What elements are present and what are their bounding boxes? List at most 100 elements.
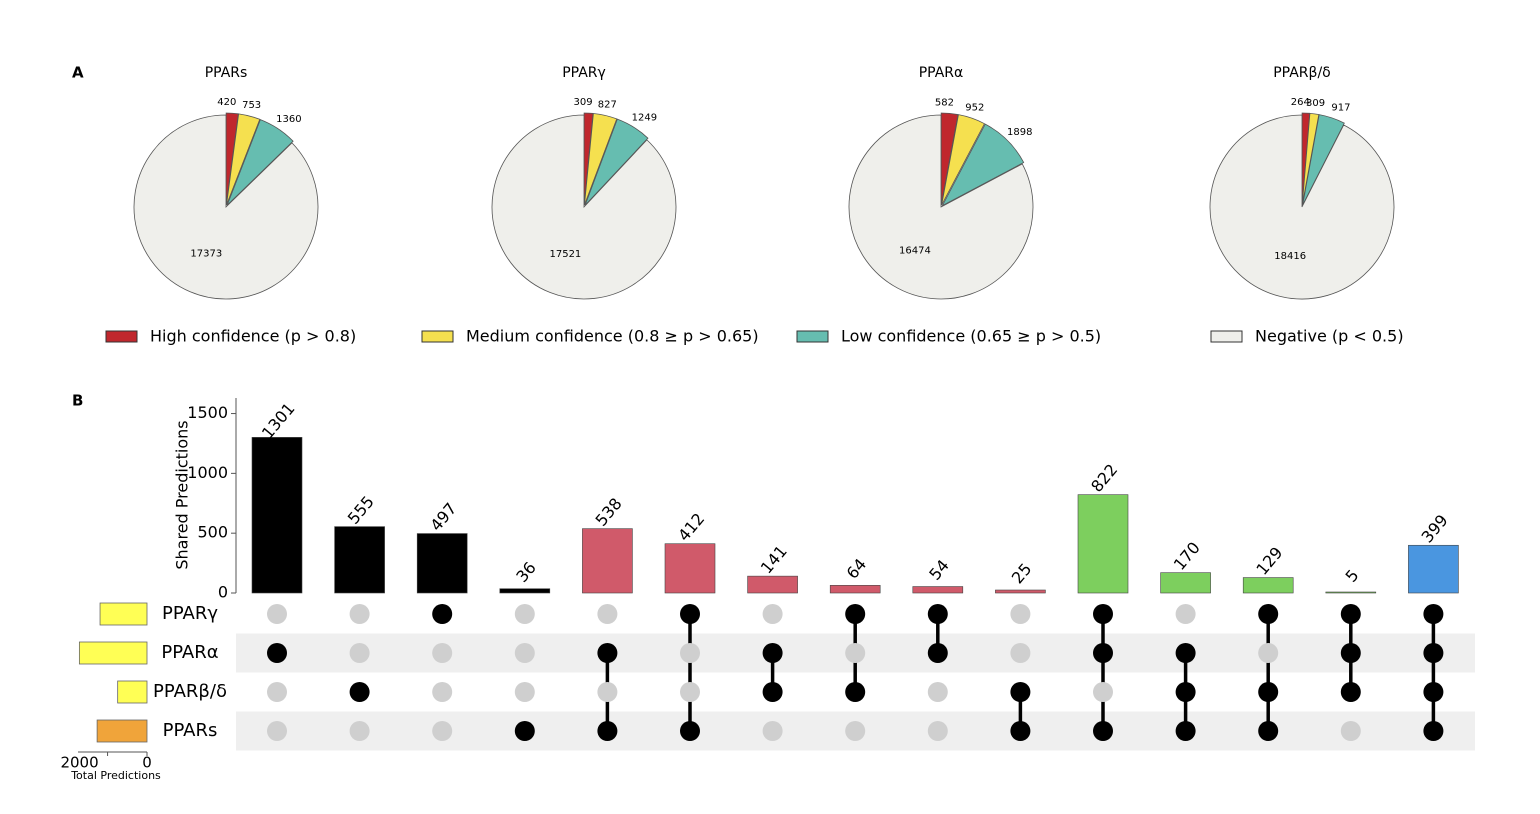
- pie-value-label: 1898: [1007, 127, 1032, 138]
- bar-value-label: 555: [344, 492, 378, 528]
- pie-title: PPARα: [919, 65, 964, 81]
- pie-value-label: 17521: [549, 249, 581, 260]
- pie-value-label: 309: [1306, 98, 1325, 109]
- set-dot-empty: [762, 721, 783, 741]
- set-dot-empty: [432, 682, 453, 702]
- set-dot-filled: [1175, 721, 1196, 741]
- bar-value-label: 54: [925, 556, 953, 584]
- bar: [1077, 494, 1129, 594]
- set-dot-filled: [1423, 721, 1444, 741]
- set-dot-empty: [349, 643, 370, 663]
- set-dot-filled: [1258, 721, 1279, 741]
- pie-value-label: 17373: [190, 249, 222, 260]
- panel-label: A: [72, 64, 84, 82]
- set-dot-filled: [597, 721, 618, 741]
- bar-value-label: 412: [674, 509, 708, 545]
- pie-title: PPARβ/δ: [1273, 65, 1331, 81]
- legend-swatch: [105, 330, 138, 343]
- set-dot-empty: [349, 721, 370, 741]
- set-axis-tick-label: 2000: [60, 754, 98, 772]
- set-dot-empty: [845, 643, 866, 663]
- bar: [416, 533, 468, 594]
- panel-label: B: [72, 392, 83, 410]
- set-dot-empty: [927, 721, 948, 741]
- pie-wedge: [226, 119, 294, 206]
- bar-value-label: 399: [1418, 511, 1452, 547]
- set-axis-tick-label: 0: [142, 754, 152, 772]
- bar-value-label: 25: [1008, 559, 1036, 587]
- pie-wedge: [1209, 114, 1395, 300]
- set-dot-filled: [1175, 682, 1196, 702]
- set-size-bar: [96, 719, 148, 743]
- set-size-bar: [78, 641, 148, 665]
- set-dot-empty: [1258, 643, 1279, 663]
- set-dot-empty: [514, 682, 535, 702]
- set-dot-filled: [597, 643, 618, 663]
- bar-value-label: 129: [1252, 543, 1286, 579]
- set-dot-filled: [1010, 721, 1031, 741]
- y-axis-label: Shared Predictions: [173, 420, 192, 569]
- legend-swatch: [1210, 330, 1243, 343]
- set-dot-filled: [267, 643, 287, 663]
- set-dot-filled: [514, 721, 535, 741]
- set-dot-filled: [1340, 643, 1361, 663]
- set-dot-empty: [597, 682, 618, 702]
- set-dot-filled: [927, 643, 948, 663]
- set-name: PPARβ/δ: [153, 681, 227, 702]
- pie-wedge: [848, 114, 1034, 300]
- pie-value-label: 827: [598, 100, 617, 111]
- y-tick-label: 1000: [187, 463, 228, 482]
- bar: [1408, 544, 1459, 594]
- set-dot-filled: [1423, 604, 1444, 624]
- pie-value-label: 18416: [1274, 251, 1306, 262]
- set-dot-filled: [762, 643, 783, 663]
- bar: [1242, 577, 1294, 594]
- bar-value-label: 141: [757, 542, 791, 578]
- pie-wedge: [584, 118, 649, 206]
- bar-value-label: 497: [426, 499, 460, 535]
- pie-value-label: 582: [935, 97, 954, 108]
- bar: [1160, 572, 1211, 594]
- legend-label: Low confidence (0.65 ≥ p > 0.5): [841, 327, 1101, 346]
- set-dot-filled: [1423, 643, 1444, 663]
- set-name: PPARγ: [162, 603, 218, 624]
- set-dot-filled: [1010, 682, 1031, 702]
- set-dot-empty: [762, 604, 783, 624]
- pie-value-label: 753: [242, 100, 261, 111]
- bar: [912, 586, 964, 594]
- set-dot-empty: [680, 643, 700, 663]
- set-dot-filled: [349, 682, 370, 702]
- set-dot-filled: [1340, 682, 1361, 702]
- pie-wedge: [226, 113, 261, 206]
- pie-value-label: 420: [217, 97, 236, 108]
- bar-value-label: 170: [1170, 538, 1204, 574]
- pie-wedge: [941, 123, 1025, 207]
- set-dot-empty: [514, 643, 535, 663]
- set-dot-empty: [432, 643, 453, 663]
- legend-swatch: [796, 330, 829, 343]
- set-dot-empty: [845, 721, 866, 741]
- bar-value-label: 36: [512, 558, 540, 586]
- pie-value-label: 952: [965, 103, 984, 114]
- bar: [251, 437, 303, 594]
- set-dot-empty: [514, 604, 535, 624]
- bar-value-label: 5: [1341, 566, 1362, 586]
- bar-value-label: 64: [843, 555, 871, 583]
- set-dot-filled: [762, 682, 783, 702]
- set-size-bar: [117, 680, 148, 704]
- bar: [747, 575, 798, 594]
- pie-value-label: 1360: [276, 114, 301, 125]
- legend-label: Medium confidence (0.8 ≥ p > 0.65): [466, 327, 759, 346]
- legend-label: High confidence (p > 0.8): [150, 327, 356, 346]
- pie-wedge: [133, 114, 319, 300]
- set-dot-empty: [1093, 682, 1113, 702]
- set-dot-empty: [432, 721, 453, 741]
- set-dot-empty: [927, 682, 948, 702]
- set-dot-filled: [1175, 643, 1196, 663]
- y-tick-label: 500: [197, 523, 228, 542]
- set-dot-empty: [349, 604, 370, 624]
- bar: [995, 589, 1046, 594]
- set-dot-empty: [1010, 643, 1031, 663]
- set-dot-filled: [1093, 643, 1113, 663]
